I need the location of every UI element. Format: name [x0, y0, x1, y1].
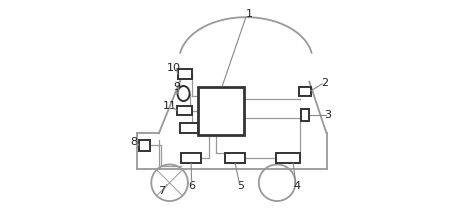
Bar	[177, 106, 192, 115]
Bar	[299, 87, 311, 96]
Text: 5: 5	[237, 181, 244, 191]
Text: 3: 3	[324, 110, 331, 120]
Bar	[178, 69, 192, 79]
Text: 9: 9	[173, 82, 181, 92]
Bar	[276, 153, 300, 163]
Text: 2: 2	[321, 78, 328, 88]
Ellipse shape	[178, 86, 190, 101]
Text: 10: 10	[167, 63, 181, 73]
Bar	[181, 153, 201, 163]
Text: 1: 1	[246, 9, 253, 19]
Text: 8: 8	[130, 137, 137, 147]
Text: 11: 11	[163, 101, 177, 111]
Bar	[180, 123, 198, 133]
Bar	[139, 140, 150, 151]
Bar	[301, 109, 309, 121]
Text: 4: 4	[294, 181, 301, 191]
Text: 7: 7	[158, 186, 165, 196]
Bar	[225, 153, 246, 163]
Bar	[198, 87, 244, 135]
Text: 6: 6	[189, 181, 196, 191]
